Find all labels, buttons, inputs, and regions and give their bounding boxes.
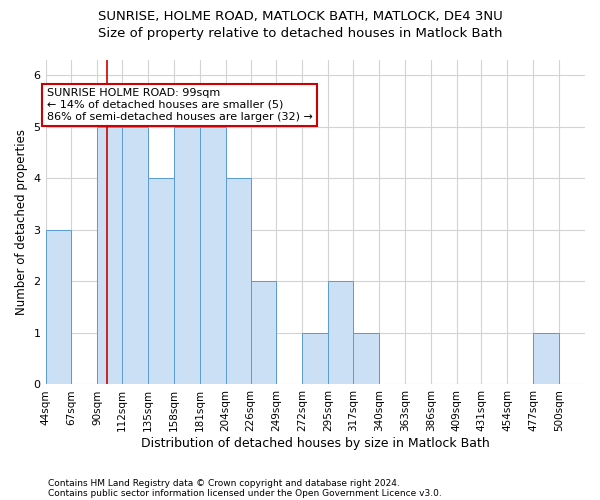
Y-axis label: Number of detached properties: Number of detached properties xyxy=(15,129,28,315)
Bar xyxy=(46,230,71,384)
Bar xyxy=(148,178,174,384)
Bar xyxy=(328,282,353,385)
Text: SUNRISE, HOLME ROAD, MATLOCK BATH, MATLOCK, DE4 3NU: SUNRISE, HOLME ROAD, MATLOCK BATH, MATLO… xyxy=(98,10,502,23)
Bar xyxy=(353,333,379,384)
Bar xyxy=(533,333,559,384)
Bar xyxy=(122,127,148,384)
X-axis label: Distribution of detached houses by size in Matlock Bath: Distribution of detached houses by size … xyxy=(141,437,490,450)
Bar xyxy=(174,127,200,384)
Text: Contains public sector information licensed under the Open Government Licence v3: Contains public sector information licen… xyxy=(48,489,442,498)
Text: Contains HM Land Registry data © Crown copyright and database right 2024.: Contains HM Land Registry data © Crown c… xyxy=(48,478,400,488)
Bar xyxy=(302,333,328,384)
Bar xyxy=(251,282,277,385)
Bar xyxy=(97,127,122,384)
Bar xyxy=(200,127,226,384)
Bar xyxy=(226,178,251,384)
Text: Size of property relative to detached houses in Matlock Bath: Size of property relative to detached ho… xyxy=(98,28,502,40)
Text: SUNRISE HOLME ROAD: 99sqm
← 14% of detached houses are smaller (5)
86% of semi-d: SUNRISE HOLME ROAD: 99sqm ← 14% of detac… xyxy=(47,88,313,122)
